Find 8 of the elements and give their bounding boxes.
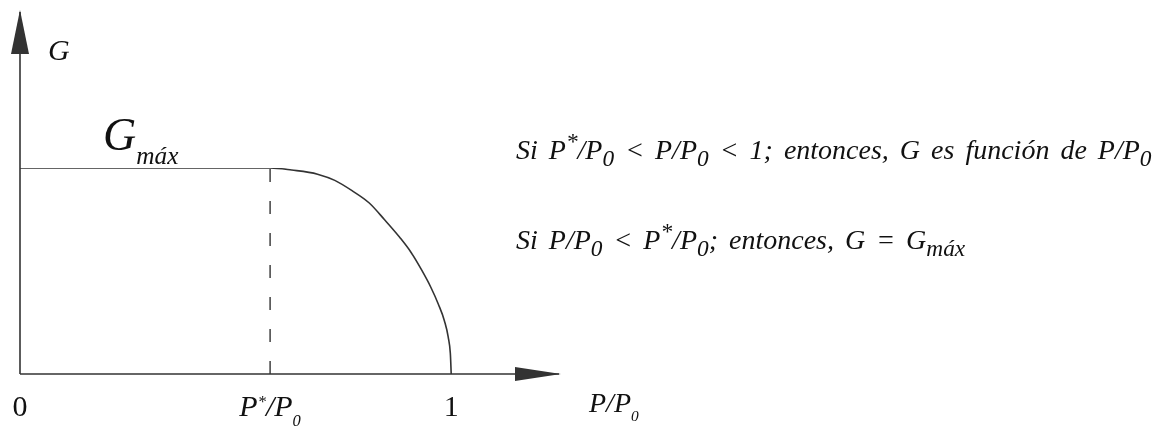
x-tick-label: 0 — [12, 389, 28, 422]
y-axis-title: G — [48, 33, 70, 66]
annotation: Si P$^{*}$/P$_{0}$ < P/P$_{0}$ < 1; entonces, G es función de P/P$_{0}$ — [516, 127, 1152, 173]
x-axis-title: P/P$_{0}$ — [588, 387, 639, 424]
annotation: Si P/P$_{0}$ < P$^{*}$/P$_{0}$; entonces, G = G$_{máx}$ — [516, 217, 967, 263]
ref-line-label: P$^{*}$/P$_{0}$ — [238, 389, 302, 430]
annotation: G$_{máx}$ — [103, 109, 180, 169]
x-tick-label: 1 — [443, 389, 459, 422]
